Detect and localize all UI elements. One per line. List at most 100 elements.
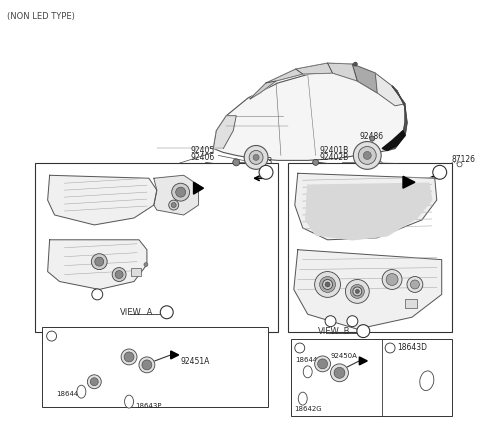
Circle shape xyxy=(115,271,123,279)
Circle shape xyxy=(172,183,190,201)
Circle shape xyxy=(171,203,176,207)
Text: b: b xyxy=(298,345,302,351)
Polygon shape xyxy=(352,64,377,93)
Polygon shape xyxy=(266,69,303,83)
Ellipse shape xyxy=(298,392,307,405)
Circle shape xyxy=(295,343,305,353)
Polygon shape xyxy=(48,175,157,225)
FancyBboxPatch shape xyxy=(291,339,452,417)
Circle shape xyxy=(355,289,360,294)
Circle shape xyxy=(407,276,423,292)
Text: 87393: 87393 xyxy=(248,157,273,166)
Text: 18644A: 18644A xyxy=(295,357,322,363)
Circle shape xyxy=(249,150,263,164)
Polygon shape xyxy=(327,63,357,81)
Text: 18643P: 18643P xyxy=(135,403,161,409)
Circle shape xyxy=(320,276,336,292)
Circle shape xyxy=(244,146,268,169)
Circle shape xyxy=(315,271,340,297)
Text: 92406: 92406 xyxy=(191,153,215,162)
Text: c: c xyxy=(388,345,392,351)
Circle shape xyxy=(176,187,186,197)
Circle shape xyxy=(142,360,152,370)
Text: VIEW: VIEW xyxy=(318,327,339,336)
Circle shape xyxy=(144,263,148,267)
FancyBboxPatch shape xyxy=(288,163,452,332)
Circle shape xyxy=(433,165,447,179)
Circle shape xyxy=(139,357,155,373)
Circle shape xyxy=(353,287,362,296)
FancyBboxPatch shape xyxy=(42,327,268,406)
Polygon shape xyxy=(214,69,407,161)
Circle shape xyxy=(92,289,103,300)
Circle shape xyxy=(357,325,370,337)
Polygon shape xyxy=(171,351,179,359)
Polygon shape xyxy=(403,176,415,188)
Circle shape xyxy=(90,378,98,386)
Text: A: A xyxy=(263,168,269,177)
Ellipse shape xyxy=(77,385,86,398)
Text: (NON LED TYPE): (NON LED TYPE) xyxy=(7,12,75,20)
Polygon shape xyxy=(387,86,407,150)
Circle shape xyxy=(410,280,420,289)
Circle shape xyxy=(259,165,273,179)
Circle shape xyxy=(457,162,462,167)
Circle shape xyxy=(253,155,259,161)
Text: 92451A: 92451A xyxy=(180,357,210,366)
Circle shape xyxy=(385,343,395,353)
Circle shape xyxy=(359,147,376,164)
Text: a: a xyxy=(95,291,99,297)
Text: 92486: 92486 xyxy=(360,132,384,141)
Polygon shape xyxy=(214,116,236,149)
Polygon shape xyxy=(154,175,199,215)
Circle shape xyxy=(169,200,179,210)
FancyBboxPatch shape xyxy=(35,163,278,332)
Polygon shape xyxy=(360,357,367,365)
Circle shape xyxy=(382,270,402,289)
Text: 18643D: 18643D xyxy=(397,343,427,351)
Circle shape xyxy=(233,159,240,166)
Circle shape xyxy=(160,306,173,319)
Polygon shape xyxy=(294,250,442,329)
Circle shape xyxy=(312,159,319,165)
Circle shape xyxy=(315,356,331,372)
Circle shape xyxy=(350,285,364,298)
Ellipse shape xyxy=(125,395,133,408)
Circle shape xyxy=(370,136,375,141)
Circle shape xyxy=(112,268,126,282)
Polygon shape xyxy=(193,182,204,194)
Text: B: B xyxy=(437,168,443,177)
Circle shape xyxy=(325,316,336,327)
Circle shape xyxy=(318,359,327,369)
Circle shape xyxy=(91,254,107,270)
Text: A: A xyxy=(164,308,170,317)
Polygon shape xyxy=(295,173,437,240)
Circle shape xyxy=(353,141,381,169)
Circle shape xyxy=(347,316,358,327)
Circle shape xyxy=(121,349,137,365)
Text: 92401B: 92401B xyxy=(320,146,349,155)
Circle shape xyxy=(323,279,333,289)
Circle shape xyxy=(346,279,369,303)
Circle shape xyxy=(95,257,104,266)
Text: 92450A: 92450A xyxy=(331,353,358,359)
FancyBboxPatch shape xyxy=(131,268,141,276)
Circle shape xyxy=(353,62,357,66)
Circle shape xyxy=(334,367,345,378)
Circle shape xyxy=(331,364,348,382)
Text: A: A xyxy=(144,308,152,317)
Polygon shape xyxy=(306,183,432,240)
Polygon shape xyxy=(382,131,405,150)
Text: a: a xyxy=(49,334,54,339)
Text: B: B xyxy=(360,327,366,336)
Polygon shape xyxy=(48,240,147,289)
Ellipse shape xyxy=(420,371,434,391)
Circle shape xyxy=(386,273,398,285)
Circle shape xyxy=(325,282,330,287)
Circle shape xyxy=(87,375,101,389)
Polygon shape xyxy=(250,81,276,99)
Text: VIEW: VIEW xyxy=(120,308,142,317)
Circle shape xyxy=(47,331,57,341)
Circle shape xyxy=(363,152,371,159)
Circle shape xyxy=(124,352,134,362)
